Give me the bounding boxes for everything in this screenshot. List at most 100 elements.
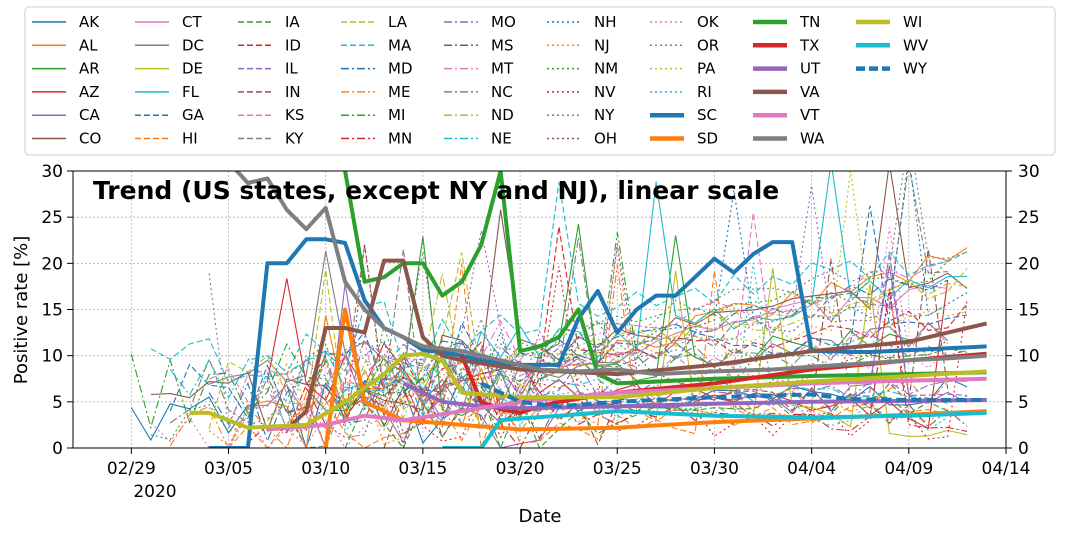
x-axis-ticks: 02/29 03/05 03/10 03/15 03/20 03/25 03/30 04/04… (107, 448, 1031, 479)
legend-label-sd: SD (697, 130, 718, 148)
legend-label-nc: NC (491, 83, 513, 101)
legend-label-pa: PA (697, 60, 716, 78)
legend-label-ia: IA (285, 13, 300, 31)
chart-title: Trend (US states, except NY and NJ), lin… (93, 176, 779, 205)
legend-label-fl: FL (182, 83, 200, 101)
legend-label-la: LA (388, 13, 408, 31)
legend-label-hi: HI (182, 130, 198, 148)
x-axis-year-label: 2020 (133, 482, 176, 502)
series-line-wa (234, 171, 987, 377)
legend-frame (24, 6, 1056, 156)
legend-label-ut: UT (800, 60, 821, 78)
legend-label-ak: AK (79, 13, 100, 31)
series-line-sc (209, 237, 987, 448)
x-tick-label: 02/29 (107, 459, 156, 479)
legend-label-ky: KY (285, 130, 304, 148)
y-tick-label-right: 10 (1018, 347, 1040, 367)
legend-label-ca: CA (79, 106, 100, 124)
series-line-hi (228, 263, 948, 448)
legend-label-wv: WV (903, 36, 929, 54)
plot-area: 02/29 03/05 03/10 03/15 03/20 03/25 03/30 04/04… (41, 162, 1040, 479)
y-tick-label-right: 25 (1018, 208, 1040, 228)
legend-label-nh: NH (594, 13, 617, 31)
y-tick-label: 20 (41, 254, 63, 274)
y-axis-label: Positive rate [%] (11, 236, 32, 385)
legend-label-az: AZ (79, 83, 100, 101)
legend-label-mi: MI (388, 106, 405, 124)
series-line-nh (364, 171, 968, 410)
legend-label-ri: RI (697, 83, 712, 101)
legend-label-md: MD (388, 60, 413, 78)
legend-label-ny: NY (594, 106, 615, 124)
y-tick-label: 10 (41, 347, 63, 367)
y-tick-label-right: 20 (1018, 254, 1040, 274)
legend-label-wi: WI (903, 13, 922, 31)
legend-label-ok: OK (697, 13, 720, 31)
x-tick-label: 04/14 (982, 459, 1031, 479)
legend-label-in: IN (285, 83, 301, 101)
series-line-ga (169, 205, 968, 420)
legend-label-mn: MN (388, 130, 412, 148)
series-line-vt (267, 376, 987, 432)
x-tick-label: 04/09 (884, 459, 933, 479)
legend-label-al: AL (79, 36, 98, 54)
legend-label-de: DE (182, 60, 203, 78)
legend-label-oh: OH (594, 130, 617, 148)
series-line-ak (130, 374, 968, 448)
legend-label-sc: SC (697, 106, 717, 124)
legend-label-nv: NV (594, 83, 616, 101)
legend-label-mo: MO (491, 13, 516, 31)
y-tick-label: 0 (52, 439, 63, 459)
legend-label-or: OR (697, 36, 719, 54)
series-line-fl (325, 171, 968, 425)
x-tick-label: 03/10 (301, 459, 350, 479)
legend-label-ms: MS (491, 36, 513, 54)
legend: AK AL AR AZ CA CO CT DC DE FL GA HI IA ID IL IN KS KY LA MA… (24, 6, 1056, 156)
legend-label-tn: TN (799, 13, 820, 31)
series-line-pa (325, 171, 968, 428)
series-line-or (208, 171, 968, 432)
y-tick-label-right: 0 (1018, 439, 1029, 459)
legend-label-nm: NM (594, 60, 618, 78)
legend-label-wy: WY (903, 60, 928, 78)
series-line-nd (267, 273, 968, 422)
y-tick-label-right: 5 (1018, 393, 1029, 413)
y-tick-label: 15 (41, 301, 63, 321)
legend-label-dc: DC (182, 36, 204, 54)
series-line-wy (480, 381, 987, 409)
y-axis-left-ticks: 0 5 10 15 20 25 30 (41, 162, 73, 459)
x-tick-label: 03/30 (690, 459, 739, 479)
series-line-dc (208, 250, 949, 413)
series-line-id (247, 226, 968, 444)
series-line-wv (442, 409, 987, 448)
legend-label-mt: MT (491, 60, 514, 78)
legend-label-ar: AR (79, 60, 100, 78)
y-tick-label-right: 30 (1018, 162, 1040, 182)
legend-label-ma: MA (388, 36, 412, 54)
legend-label-ne: NE (491, 130, 512, 148)
series-line-mt (227, 260, 948, 430)
legend-label-ct: CT (182, 13, 202, 31)
y-tick-label-right: 15 (1018, 301, 1040, 321)
y-tick-label: 5 (52, 393, 63, 413)
highlighted-series-lines (189, 171, 988, 448)
legend-label-vt: VT (800, 106, 820, 124)
series-line-ok (150, 227, 949, 448)
x-tick-label: 03/20 (496, 459, 545, 479)
y-tick-label: 25 (41, 208, 63, 228)
legend-label-nd: ND (491, 106, 514, 124)
legend-label-ga: GA (182, 106, 205, 124)
legend-label-ks: KS (285, 106, 304, 124)
legend-label-id: ID (285, 36, 301, 54)
legend-label-nj: NJ (594, 36, 610, 54)
x-axis-label: Date (518, 506, 561, 527)
legend-label-wa: WA (800, 130, 825, 148)
legend-label-tx: TX (799, 36, 819, 54)
x-tick-label: 04/04 (787, 459, 836, 479)
x-tick-label: 03/25 (593, 459, 642, 479)
series-line-nj (208, 362, 949, 447)
legend-label-co: CO (79, 130, 101, 148)
series-line-la (208, 252, 968, 429)
y-tick-label: 30 (41, 162, 63, 182)
